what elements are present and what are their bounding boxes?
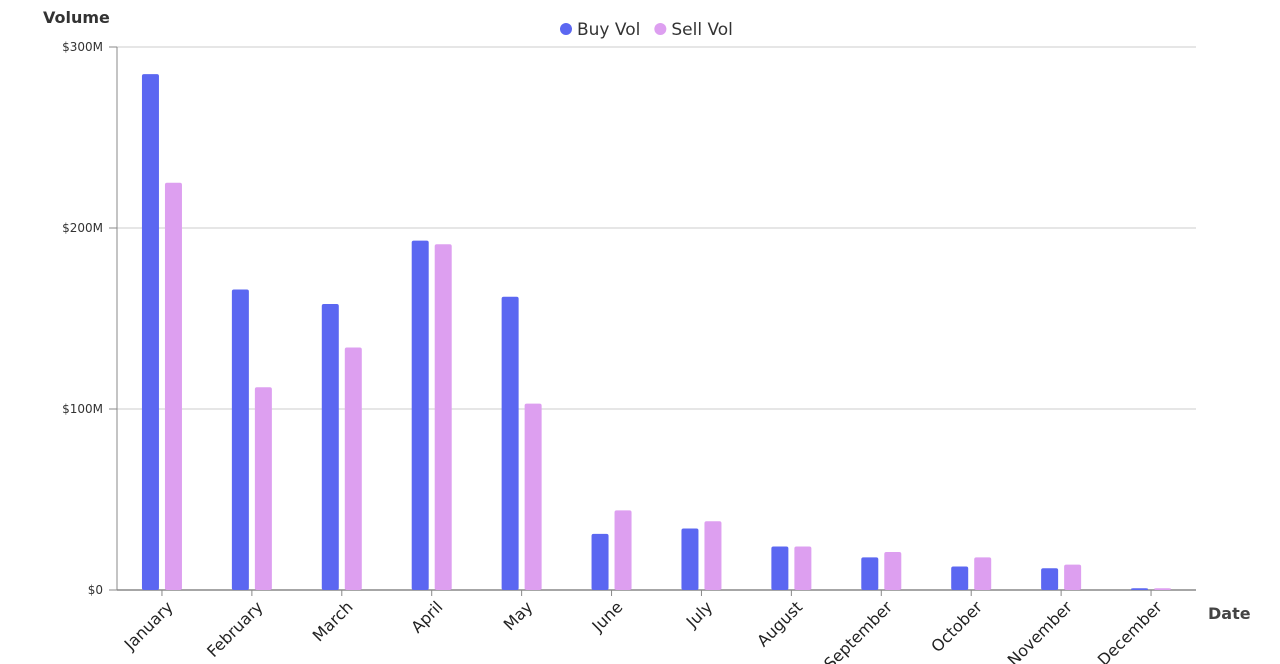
legend-marker [654, 23, 667, 35]
legend-label: Buy Vol [577, 20, 640, 40]
x-tick-label: March [309, 597, 357, 645]
x-tick-label: November [1004, 597, 1077, 664]
x-tick-label: April [407, 597, 446, 636]
bar-sell-vol [434, 244, 452, 591]
x-tick-label: February [203, 597, 267, 661]
bar-buy-vol [501, 296, 519, 590]
bar-sell-vol [794, 546, 812, 590]
bar-sell-vol [524, 403, 542, 590]
bar-buy-vol [321, 304, 339, 590]
bar-buy-vol [411, 240, 429, 591]
bar-buy-vol [1041, 568, 1059, 590]
x-tick-label: December [1094, 597, 1166, 664]
x-tick-label: May [500, 597, 537, 634]
legend-label: Sell Vol [671, 20, 733, 40]
bar-buy-vol [951, 566, 969, 590]
legend-marker [560, 23, 572, 35]
x-tick-label: September [820, 597, 896, 664]
bar-sell-vol [974, 557, 992, 590]
bar-buy-vol [681, 528, 699, 590]
bar-buy-vol [1131, 588, 1149, 590]
x-tick-label: June [588, 597, 627, 636]
bar-buy-vol [591, 533, 609, 590]
y-tick-label: $300M [62, 40, 103, 54]
bar-sell-vol [1064, 564, 1082, 590]
bar-buy-vol [771, 546, 789, 590]
x-tick-label: August [753, 597, 806, 650]
y-tick-label: $0 [88, 583, 103, 597]
y-axis-label: Volume [43, 8, 110, 27]
bar-sell-vol [344, 347, 362, 590]
bar-sell-vol [1154, 588, 1172, 590]
y-tick-label: $200M [62, 221, 103, 235]
x-tick-label: January [120, 597, 177, 654]
bar-buy-vol [861, 557, 879, 590]
bar-sell-vol [614, 510, 632, 590]
bar-sell-vol [254, 387, 272, 590]
bar-sell-vol [164, 182, 182, 590]
y-tick-label: $100M [62, 402, 103, 416]
bar-sell-vol [704, 521, 722, 590]
x-tick-label: October [927, 597, 986, 656]
bar-buy-vol [141, 74, 159, 590]
bar-buy-vol [231, 289, 249, 590]
legend: Buy Vol Sell Vol [560, 20, 733, 40]
x-tick-label: July [682, 597, 716, 631]
bar-sell-vol [884, 551, 902, 590]
x-axis-label: Date [1208, 604, 1251, 623]
